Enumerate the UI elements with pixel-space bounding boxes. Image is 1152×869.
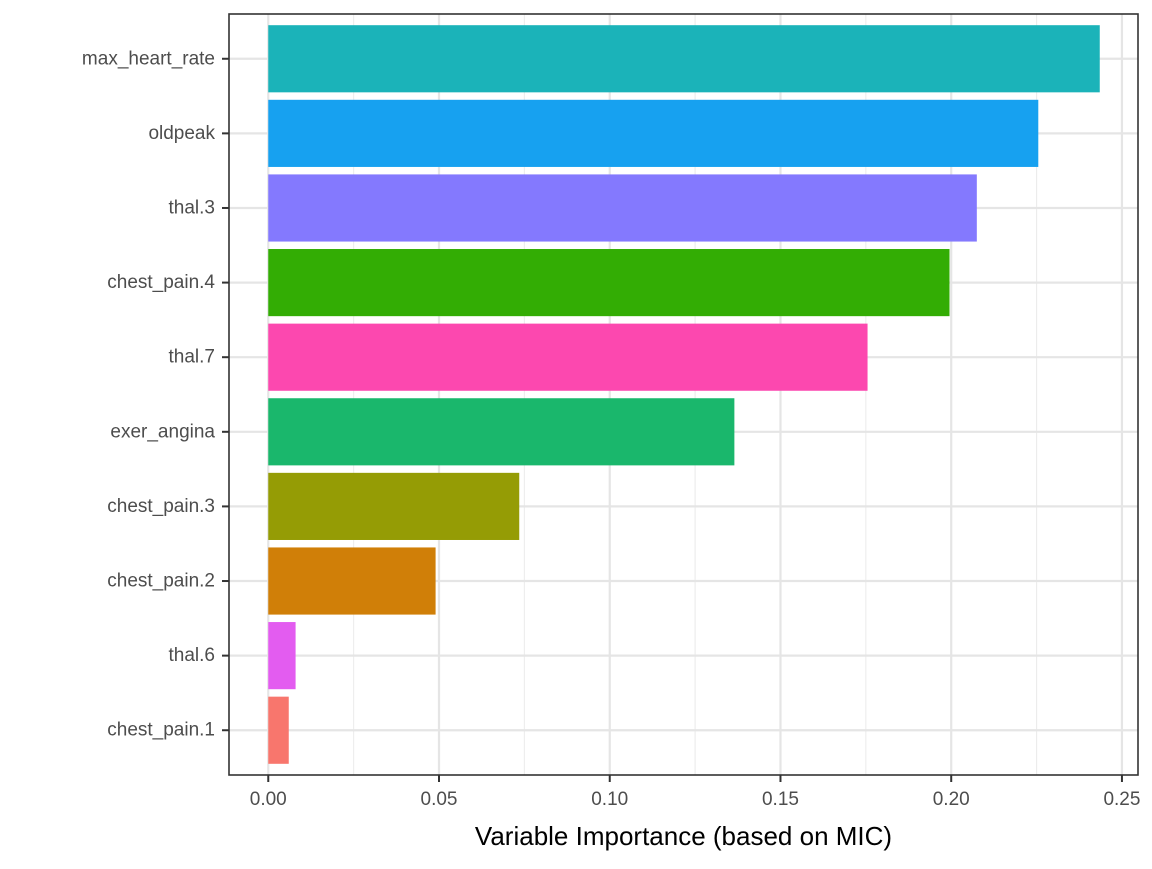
y-tick-label: thal.6 bbox=[169, 645, 215, 666]
bar-oldpeak bbox=[268, 99, 1039, 167]
x-tick-label: 0.05 bbox=[421, 789, 458, 810]
y-tick-label: chest_pain.4 bbox=[107, 272, 215, 293]
y-tick-label: chest_pain.1 bbox=[107, 720, 215, 741]
y-tick-label: thal.3 bbox=[169, 197, 215, 218]
y-tick-label: exer_angina bbox=[110, 421, 215, 442]
x-tick-label: 0.10 bbox=[591, 789, 628, 810]
panel-border bbox=[228, 13, 1139, 776]
bar-thal-7 bbox=[268, 323, 868, 391]
x-axis-title: Variable Importance (based on MIC) bbox=[475, 821, 892, 851]
bar-chest-pain-1 bbox=[268, 696, 289, 764]
bar-thal-3 bbox=[268, 174, 977, 242]
bar-exer-angina bbox=[268, 398, 735, 466]
bar-chest-pain-3 bbox=[268, 472, 520, 540]
bar-max-heart-rate bbox=[268, 25, 1100, 93]
y-tick-label: oldpeak bbox=[148, 123, 215, 144]
x-axis: 0.00 0.05 0.10 0.15 0.20 0.25 bbox=[250, 775, 1140, 810]
bar-chest-pain-2 bbox=[268, 547, 436, 615]
y-tick-label: max_heart_rate bbox=[82, 48, 215, 69]
x-tick-label: 0.00 bbox=[250, 789, 287, 810]
x-tick-label: 0.25 bbox=[1103, 789, 1140, 810]
bar-chest-pain-4 bbox=[268, 249, 950, 317]
y-tick-label: chest_pain.2 bbox=[107, 571, 215, 592]
y-tick-label: thal.7 bbox=[169, 347, 215, 368]
y-axis: chest_pain.1 thal.6 chest_pain.2 chest_pain… bbox=[82, 48, 229, 741]
bars bbox=[268, 25, 1100, 764]
x-tick-label: 0.20 bbox=[933, 789, 970, 810]
bar-thal-6 bbox=[268, 622, 296, 690]
y-tick-label: chest_pain.3 bbox=[107, 496, 215, 517]
x-tick-label: 0.15 bbox=[762, 789, 799, 810]
